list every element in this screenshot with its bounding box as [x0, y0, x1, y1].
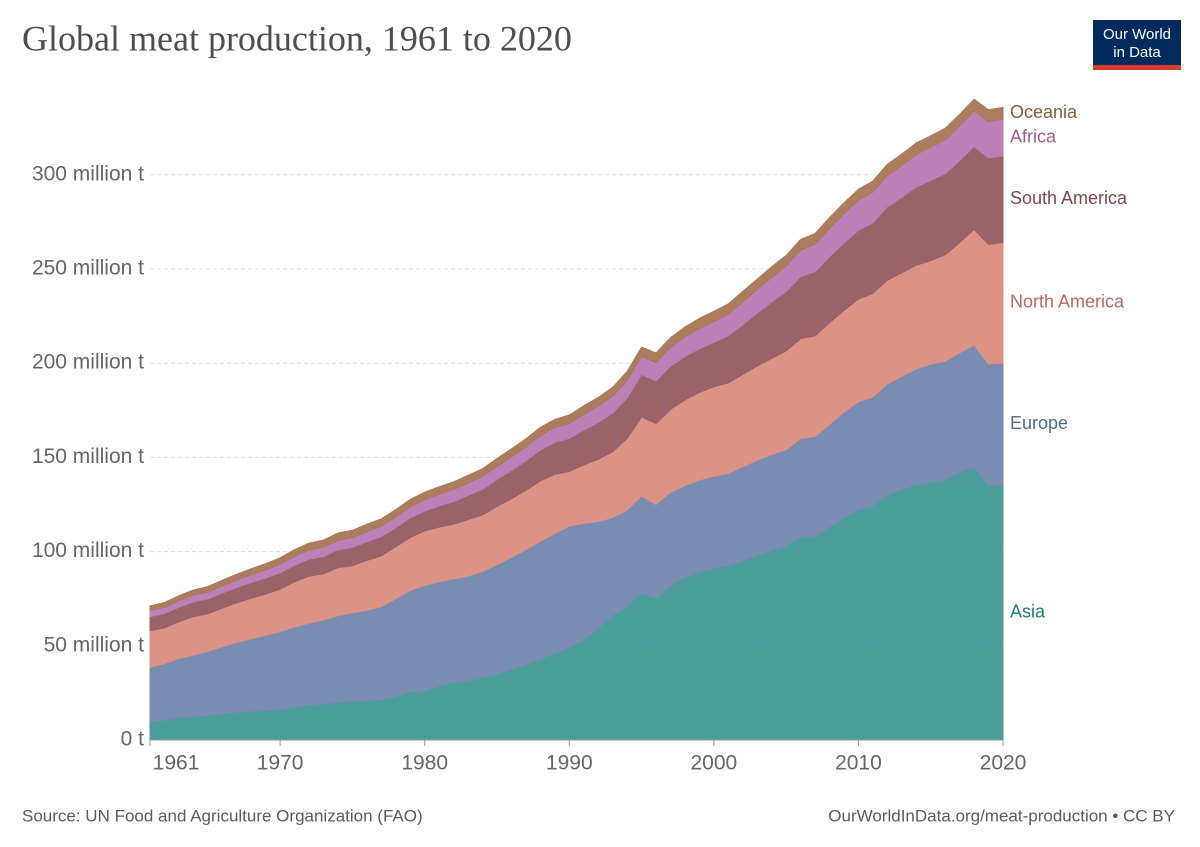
logo-text: Our World: [1103, 26, 1171, 43]
y-tick-label: 150 million t: [32, 445, 144, 468]
legend-label: Africa: [1010, 126, 1057, 146]
legend-label: Oceania: [1010, 102, 1078, 122]
source: Source: UN Food and Agriculture Organiza…: [22, 806, 423, 825]
x-tick-label: 2020: [980, 752, 1027, 775]
logo-text: in Data: [1113, 44, 1161, 61]
y-tick-label: 50 million t: [44, 633, 145, 656]
x-tick-label: 1980: [401, 752, 448, 775]
x-tick-label: 2010: [835, 752, 882, 775]
y-tick-label: 100 million t: [32, 539, 144, 562]
y-tick-label: 250 million t: [32, 257, 144, 280]
legend-label: South America: [1010, 188, 1128, 208]
chart-title: Global meat production, 1961 to 2020: [22, 18, 572, 58]
x-tick-label: 1961: [153, 752, 200, 775]
credit: OurWorldInData.org/meat-production • CC …: [828, 806, 1175, 825]
y-tick-label: 300 million t: [32, 162, 144, 185]
y-tick-label: 0 t: [121, 728, 145, 751]
logo-box: [1093, 20, 1181, 70]
x-tick-label: 2000: [690, 752, 737, 775]
legend-label: North America: [1010, 292, 1125, 312]
x-tick-label: 1990: [546, 752, 593, 775]
legend-label: Europe: [1010, 413, 1068, 433]
legend-label: Asia: [1010, 602, 1046, 622]
y-tick-label: 200 million t: [32, 351, 144, 374]
x-tick-label: 1970: [257, 752, 304, 775]
area: [149, 98, 1004, 612]
logo-bar: [1093, 65, 1181, 70]
